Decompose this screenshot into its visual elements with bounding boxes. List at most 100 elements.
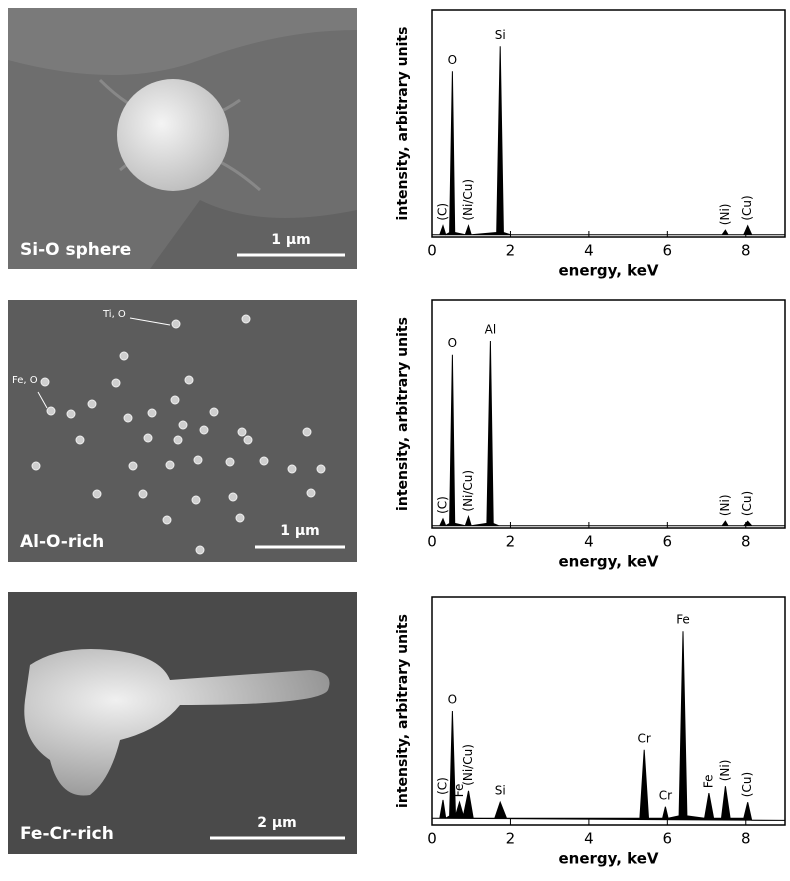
peak-label: Fe xyxy=(701,774,715,788)
particle xyxy=(195,545,205,555)
peak-label: O xyxy=(448,53,457,67)
particle xyxy=(193,455,203,465)
peak-label: Cr xyxy=(638,731,651,745)
particle xyxy=(225,457,235,467)
particle xyxy=(147,408,157,418)
particle xyxy=(173,435,183,445)
x-tick-label: 6 xyxy=(663,533,673,551)
particle xyxy=(237,427,247,437)
peak-label: Si xyxy=(495,28,506,42)
x-tick-label: 0 xyxy=(427,830,437,848)
particle xyxy=(243,435,253,445)
peak-label: (C) xyxy=(435,496,449,514)
peak-label: (C) xyxy=(435,203,449,221)
callout-arrow xyxy=(37,391,48,409)
particle xyxy=(31,461,41,471)
peak-label: (Cu) xyxy=(740,195,754,220)
particle xyxy=(123,413,133,423)
x-tick-label: 4 xyxy=(584,242,594,260)
particle xyxy=(199,425,209,435)
particle xyxy=(162,515,172,525)
peak-label: (Cu) xyxy=(740,491,754,516)
peak-label: (Cu) xyxy=(740,772,754,797)
x-tick-label: 2 xyxy=(506,242,516,260)
peak-label: Fe xyxy=(676,613,690,627)
peak-label: (Ni) xyxy=(718,204,732,226)
x-tick-label: 2 xyxy=(506,830,516,848)
sem-image: Si-O sphere 1 µm xyxy=(8,8,357,269)
peak-label: O xyxy=(448,336,457,350)
peak-label: (Ni) xyxy=(718,494,732,516)
x-axis-label: energy, keV xyxy=(558,262,658,280)
scale-label: 1 µm xyxy=(280,523,320,539)
x-tick-label: 0 xyxy=(427,533,437,551)
x-tick-label: 8 xyxy=(741,242,751,260)
particle xyxy=(316,464,326,474)
x-tick-label: 6 xyxy=(663,242,673,260)
x-tick-label: 4 xyxy=(584,830,594,848)
particle xyxy=(128,461,138,471)
particle xyxy=(170,395,180,405)
x-tick-label: 4 xyxy=(584,533,594,551)
particle xyxy=(165,460,175,470)
sem-image: Fe-Cr-rich 2 µm xyxy=(8,592,357,854)
spectrum xyxy=(431,631,786,821)
image-label: Fe-Cr-rich xyxy=(20,824,114,844)
particle xyxy=(119,351,129,361)
y-axis-label: intensity, arbitrary units xyxy=(395,27,411,221)
particle xyxy=(302,427,312,437)
peak-label: (Ni/Cu) xyxy=(461,179,475,221)
particle xyxy=(87,399,97,409)
particle xyxy=(235,513,245,523)
particle xyxy=(66,409,76,419)
peak-label: Al xyxy=(485,323,497,337)
particle xyxy=(40,377,50,387)
x-axis-label: energy, keV xyxy=(558,553,658,571)
x-tick-label: 0 xyxy=(427,242,437,260)
particle xyxy=(75,435,85,445)
peak-label: (Ni) xyxy=(718,760,732,782)
peak-label: Cr xyxy=(659,788,672,802)
callout-arrow xyxy=(129,317,171,326)
peak-label: Fe xyxy=(452,784,466,798)
sem-image: Ti, O Fe, O Al-O-rich 1 µm xyxy=(8,300,357,562)
particle xyxy=(143,433,153,443)
particle xyxy=(191,495,201,505)
particle xyxy=(111,378,121,388)
particle xyxy=(209,407,219,417)
plot-frame xyxy=(431,9,786,238)
peak-label: Si xyxy=(495,784,506,798)
particle xyxy=(241,314,251,324)
particle xyxy=(287,464,297,474)
image-label: Al-O-rich xyxy=(20,532,104,552)
peak-label: (C) xyxy=(435,777,449,795)
image-label: Si-O sphere xyxy=(20,240,131,260)
particle xyxy=(138,489,148,499)
scale-label: 2 µm xyxy=(257,815,297,831)
particle xyxy=(306,488,316,498)
y-axis-label: intensity, arbitrary units xyxy=(395,317,411,511)
spectrum xyxy=(432,46,785,236)
scale-label: 1 µm xyxy=(271,232,311,248)
particle xyxy=(259,456,269,466)
callout-label: Ti, O xyxy=(102,309,126,320)
particle xyxy=(46,406,56,416)
plot-frame xyxy=(431,299,786,529)
particle xyxy=(184,375,194,385)
x-tick-label: 2 xyxy=(506,533,516,551)
peak-label: O xyxy=(448,693,457,707)
callout-label: Fe, O xyxy=(12,375,38,386)
spectrum xyxy=(432,340,785,527)
particle xyxy=(171,319,181,329)
y-axis-label: intensity, arbitrary units xyxy=(395,614,411,808)
x-tick-label: 8 xyxy=(741,533,751,551)
x-tick-label: 8 xyxy=(741,830,751,848)
peak-label: (Ni/Cu) xyxy=(461,744,475,786)
x-axis-label: energy, keV xyxy=(558,850,658,868)
x-tick-label: 6 xyxy=(663,830,673,848)
particle xyxy=(178,420,188,430)
particles xyxy=(31,314,326,555)
peak-label: (Ni/Cu) xyxy=(461,470,475,512)
particle xyxy=(92,489,102,499)
